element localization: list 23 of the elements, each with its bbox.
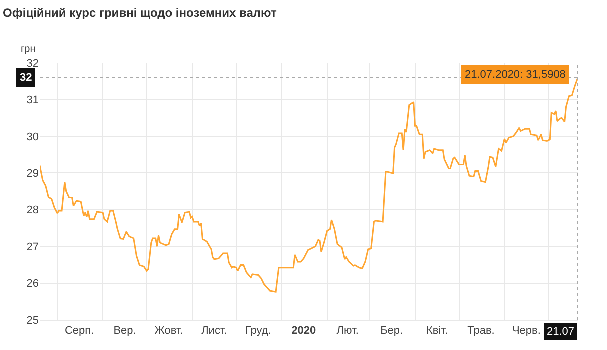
y-tick-label: 26: [26, 278, 39, 290]
x-tick-label: Груд.: [245, 325, 272, 338]
y-tick-label: 28: [26, 204, 39, 217]
y-tick-label: 32: [26, 58, 39, 70]
annotation: 21.07.2020: 31,5908: [465, 69, 566, 81]
x-tick-label: Серп.: [64, 325, 94, 338]
y-tick-label: 29: [26, 168, 39, 180]
x-tick-label: 21.07: [547, 326, 575, 338]
y-tick-label: 25: [26, 314, 39, 327]
x-tick-label: Квіт.: [426, 325, 448, 338]
x-tick-label: Лют.: [336, 325, 359, 338]
y-tick-label: 27: [26, 241, 39, 254]
x-tick-label: Вер.: [114, 325, 136, 338]
x-tick-label: Черв.: [512, 325, 541, 338]
chart-title: Офіційний курс гривні щодо іноземних валют: [3, 6, 277, 20]
y-tick-label: 30: [26, 131, 39, 144]
x-tick-label: 2020: [292, 325, 316, 338]
x-tick-label: Бер.: [380, 325, 404, 338]
x-tick-label: Трав.: [468, 325, 495, 338]
x-tick-label: Жовт.: [154, 325, 184, 338]
x-tick-label: Лист.: [202, 325, 228, 338]
y-tick-label: 31: [26, 94, 39, 107]
y-axis-title: грн: [21, 44, 36, 55]
